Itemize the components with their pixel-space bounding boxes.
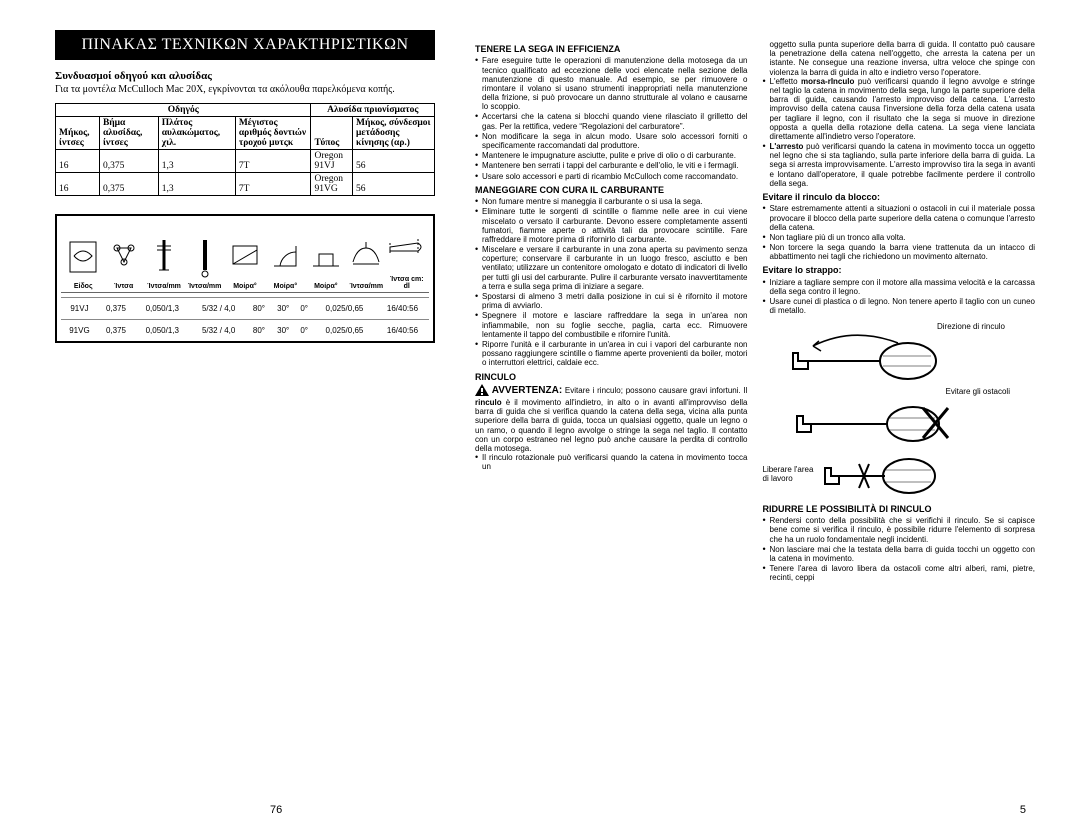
spec-row: 16 0,375 1,3 7T Oregon 91VG 56: [56, 173, 435, 196]
dia-icon-pitch: [105, 233, 143, 281]
list-ridurre: Rendersi conto della possibilità che si …: [763, 516, 1036, 582]
dia-icon-bar: [388, 226, 426, 274]
h-blocco: Evitare il rinculo da blocco:: [763, 192, 1036, 202]
warn-paragraph: AVVERTENZA: Evitare i rinculo; possono c…: [475, 384, 748, 453]
list-strappo: Iniziare a tagliare sempre con il motore…: [763, 278, 1036, 316]
figure-obstacle: Evitare gli ostacoli: [763, 387, 1036, 444]
dia-icon-file: [186, 233, 224, 281]
right-page: TENERE LA SEGA IN EFFICIENZA Fare esegui…: [460, 0, 1080, 834]
cont-p: oggetto sulla punta superiore della barr…: [763, 40, 1036, 77]
dia-icon-angle3: [307, 233, 345, 281]
kickback-icon: [763, 331, 963, 381]
spec-h4: Μέγιστος αριθμός δοντιών τροχού μυτςκ: [235, 117, 311, 150]
page-number-left: 76: [270, 804, 282, 816]
dia-icon-angle1: [226, 233, 264, 281]
list-tenere: Fare eseguire tutte le operazioni di man…: [475, 56, 748, 180]
dia-icon-depth: [347, 233, 385, 281]
left-page: ΠΙΝΑΚΑΣ ΤΕΧΝΙΚΩΝ ΧΑΡΑΚΤΗΡΙΣΤΙΚΩΝ Συνδυασ…: [0, 0, 460, 834]
obstacle-icon: [763, 396, 963, 444]
dia-icon-gauge: [145, 233, 183, 281]
figure-clear: Liberare l'area di lavoro: [763, 450, 1036, 498]
h-tenere: TENERE LA SEGA IN EFFICIENZA: [475, 44, 748, 54]
group-guide: Οδηγός: [56, 104, 311, 117]
spec-h5: Τύπος: [311, 117, 353, 150]
group-chain: Αλυσίδα πριονίσματος: [311, 104, 435, 117]
column-2: oggetto sulla punta superiore della barr…: [763, 40, 1036, 834]
spec-h6: Μήκος, σύνδεσμοι μετάδοσης κίνησης (αρ.): [353, 117, 435, 150]
page-number-right: 5: [1020, 804, 1026, 816]
spec-row: 16 0,375 1,3 7T Oregon 91VJ 56: [56, 150, 435, 173]
h-carburante: MANEGGIARE CON CURA IL CARBURANTE: [475, 185, 748, 195]
list-carburante: Non fumare mentre si maneggia il carbura…: [475, 197, 748, 367]
spec-table: Οδηγός Αλυσίδα πριονίσματος Μήκος, ίντσε…: [55, 103, 435, 196]
h-strappo: Evitare lo strappo:: [763, 265, 1036, 275]
spec-h1: Μήκος, ίντσες: [56, 117, 100, 150]
diagram-data-table: 91VJ 0,375 0,050/1,3 5/32 / 4,0 80° 30° …: [61, 297, 429, 341]
list-rinculo-start: Il rinculo rotazionale può verificarsi q…: [475, 453, 748, 471]
dia-icon-angle2: [266, 233, 304, 281]
dia-icon-chain1: [64, 233, 102, 281]
diagram-box: Είδος Ίντσα Ίντσα/mm Ίντσα/mm Μοίρα° Μοί…: [55, 214, 435, 343]
figure-kickback: Direzione di rinculo: [763, 322, 1036, 381]
h-ridurre: RIDURRE LE POSSIBILITÀ DI RINCULO: [763, 504, 1036, 514]
spec-h2: Βήμα αλυσίδας, ίντσες: [99, 117, 158, 150]
warning-icon: [475, 384, 489, 398]
h-rinculo: RINCULO: [475, 372, 748, 382]
list-rinculo-cont: L'effetto morsa-rInculo può verificarsi …: [763, 77, 1036, 188]
spec-h3: Πλάτος αυλακώματος, χιλ.: [158, 117, 235, 150]
sub-heading: Συνδυασμοί οδηγού και αλυσίδας: [55, 70, 435, 82]
list-blocco: Stare estremamente attenti a situazioni …: [763, 204, 1036, 261]
clear-area-icon: [819, 450, 949, 498]
column-1: TENERE LA SEGA IN EFFICIENZA Fare esegui…: [475, 40, 748, 834]
warn-label: AVVERTENZA:: [492, 385, 562, 396]
sub-note: Για τα μοντέλα McCulloch Mac 20X, εγκρίν…: [55, 84, 435, 95]
title-bar: ΠΙΝΑΚΑΣ ΤΕΧΝΙΚΩΝ ΧΑΡΑΚΤΗΡΙΣΤΙΚΩΝ: [55, 30, 435, 60]
